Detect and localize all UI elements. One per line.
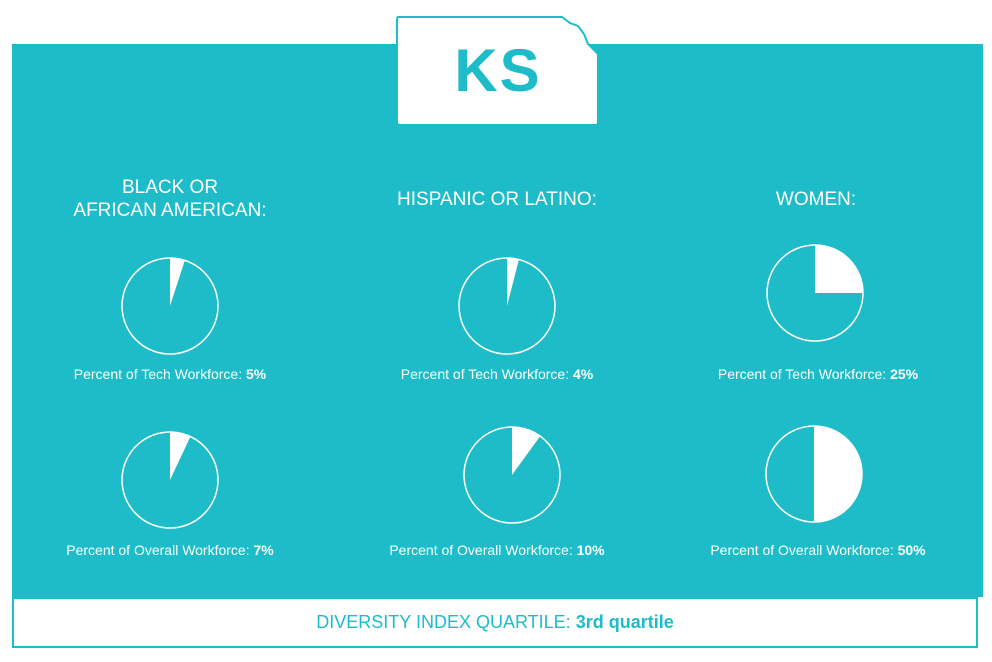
pie-hispanic-tech <box>458 257 556 355</box>
column-title-line: HISPANIC OR LATINO: <box>397 189 597 210</box>
caption-women-overall: Percent of Overall Workforce: 50% <box>668 542 968 558</box>
pie-women-tech <box>766 244 864 342</box>
caption-value: 25% <box>890 366 919 382</box>
caption-black-overall: Percent of Overall Workforce: 7% <box>20 542 320 558</box>
caption-value: 50% <box>897 542 926 558</box>
column-title-black: BLACK OR AFRICAN AMERICAN: <box>70 176 270 222</box>
caption-label: Percent of Tech Workforce: <box>717 366 887 382</box>
pie-black-overall <box>121 431 219 529</box>
caption-label: Percent of Tech Workforce: <box>73 366 243 382</box>
column-title-line: WOMEN: <box>775 189 857 210</box>
caption-value: 5% <box>246 366 267 382</box>
caption-value: 4% <box>573 366 594 382</box>
caption-black-tech: Percent of Tech Workforce: 5% <box>20 366 320 382</box>
column-title-line: AFRICAN AMERICAN: <box>73 200 267 221</box>
pie-slice <box>814 426 862 522</box>
pie-slice <box>170 432 191 480</box>
caption-label: Percent of Tech Workforce: <box>400 366 570 382</box>
state-badge: KS <box>394 14 602 126</box>
caption-label: Percent of Overall Workforce: <box>710 542 894 558</box>
pie-black-tech <box>121 257 219 355</box>
diversity-index-footer: DIVERSITY INDEX QUARTILE: 3rd quartile <box>12 597 978 648</box>
caption-value: 10% <box>576 542 605 558</box>
pie-slice <box>512 427 541 475</box>
footer-label: DIVERSITY INDEX QUARTILE: <box>316 612 571 632</box>
caption-women-tech: Percent of Tech Workforce: 25% <box>668 366 968 382</box>
caption-label: Percent of Overall Workforce: <box>389 542 573 558</box>
pie-women-overall <box>765 425 863 523</box>
pie-hispanic-overall <box>463 426 561 524</box>
footer-value: 3rd quartile <box>575 612 674 632</box>
caption-value: 7% <box>253 542 274 558</box>
column-title-women: WOMEN: <box>716 188 916 211</box>
pie-slice <box>815 245 863 293</box>
caption-hispanic-tech: Percent of Tech Workforce: 4% <box>347 366 647 382</box>
pie-slice <box>507 258 519 306</box>
caption-label: Percent of Overall Workforce: <box>66 542 250 558</box>
kansas-state-shape <box>396 16 599 126</box>
column-title-hispanic: HISPANIC OR LATINO: <box>347 188 647 211</box>
column-title-line: BLACK OR <box>121 177 219 198</box>
state-code: KS <box>454 37 542 104</box>
pie-slice <box>170 258 185 306</box>
caption-hispanic-overall: Percent of Overall Workforce: 10% <box>347 542 647 558</box>
